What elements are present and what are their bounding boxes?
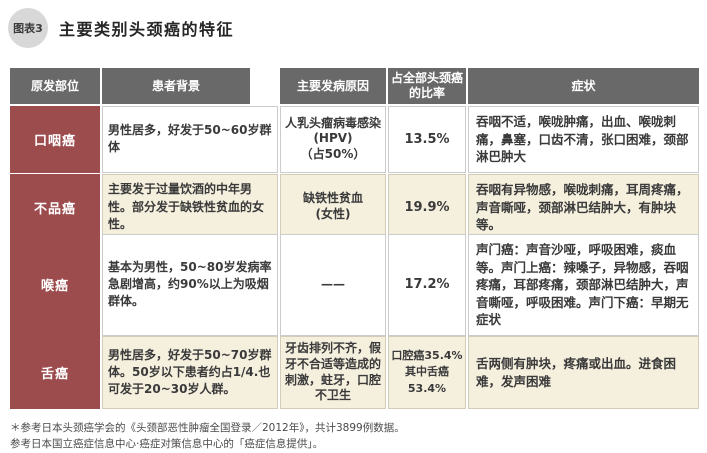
ratio-cell: 19.9% bbox=[388, 174, 466, 241]
ratio-cell: 13.5% bbox=[388, 106, 466, 173]
footnotes: ＊参考日本头颈癌学会的《头颈部恶性肿瘤全国登录／2012年》，共计3899例数据… bbox=[10, 420, 707, 453]
header-main-cause: 主要发病原因 bbox=[280, 68, 386, 104]
patient-background-cell: 男性居多，好发于50~70岁群体。50岁以下患者约占1/4.也可发于20~30岁… bbox=[102, 336, 278, 410]
site-cell: 舌癌 bbox=[10, 336, 100, 410]
main-cause-cell: —— bbox=[280, 234, 386, 336]
footnote-reference-line: 参考日本国立癌症信息中心·癌症对策信息中心的「癌症信息提供」。 bbox=[10, 438, 324, 451]
symptoms-cell: 声门癌：声音沙哑，呼吸困难，痰血等。声门上癌：辣嗓子，异物感，吞咽疼痛，耳部疼痛… bbox=[468, 234, 699, 336]
table-row: 舌癌 男性居多，好发于50~70岁群体。50岁以下患者约占1/4.也可发于20~… bbox=[10, 336, 699, 410]
header-symptoms: 症状 bbox=[468, 68, 699, 104]
patient-background-cell: 主要发于过量饮酒的中年男性。部分发于缺铁性贫血的女性。 bbox=[102, 174, 278, 241]
cancer-characteristics-table: 原发部位 患者背景 主要发病原因 占全部头颈癌的比率 症状 口咽癌 男性居多，好… bbox=[10, 68, 699, 410]
header-site: 原发部位 bbox=[10, 68, 100, 104]
symptoms-cell: 吞咽有异物感，喉咙刺痛，耳周疼痛，声音嘶哑，颈部淋巴结肿大，有肿块等。 bbox=[468, 174, 699, 241]
symptoms-cell: 吞咽不适，喉咙肿痛，出血、喉咙刺痛，鼻塞，口齿不清，张口困难，颈部淋巴肿大 bbox=[468, 106, 699, 173]
footnote-source-line: ＊参考日本头颈癌学会的《头颈部恶性肿瘤全国登录／2012年》，共计3899例数据… bbox=[10, 422, 405, 434]
table-header-row: 原发部位 患者背景 主要发病原因 占全部头颈癌的比率 症状 bbox=[10, 68, 699, 104]
site-cell: 不品癌 bbox=[10, 174, 100, 241]
main-cause-cell: 牙齿排列不齐，假牙不合适等造成的刺激，蛀牙，口腔不卫生 bbox=[280, 336, 386, 410]
ratio-cell: 口腔癌35.4% 其中舌癌53.4% bbox=[388, 336, 466, 410]
header-patient-background: 患者背景 bbox=[102, 68, 250, 104]
table-row: 不品癌 主要发于过量饮酒的中年男性。部分发于缺铁性贫血的女性。 缺铁性贫血 (女… bbox=[10, 174, 699, 241]
main-cause-cell: 人乳头瘤病毒感染 (HPV) （占50%） bbox=[280, 106, 386, 173]
figure-number-badge: 图表3 bbox=[8, 8, 48, 48]
patient-background-cell: 男性居多，好发于50~60岁群体 bbox=[102, 106, 278, 173]
table-row: 喉癌 基本为男性，50~80岁发病率急剧增高，约90%以上为吸烟群体。 —— 1… bbox=[10, 234, 699, 336]
main-cause-cell: 缺铁性贫血 (女性) bbox=[280, 174, 386, 241]
ratio-cell: 17.2% bbox=[388, 234, 466, 336]
page-title: 主要类别头颈癌的特征 bbox=[59, 20, 235, 39]
header-ratio: 占全部头颈癌的比率 bbox=[388, 68, 466, 104]
site-cell: 口咽癌 bbox=[10, 106, 100, 173]
header-spacer bbox=[252, 68, 278, 104]
table-row: 口咽癌 男性居多，好发于50~60岁群体 人乳头瘤病毒感染 (HPV) （占50… bbox=[10, 106, 699, 173]
patient-background-cell: 基本为男性，50~80岁发病率急剧增高，约90%以上为吸烟群体。 bbox=[102, 234, 278, 336]
site-cell: 喉癌 bbox=[10, 234, 100, 336]
symptoms-cell: 舌两侧有肿块，疼痛或出血。进食困难，发声困难 bbox=[468, 336, 699, 410]
figure-title-bar: 图表3 主要类别头颈癌的特征 bbox=[0, 0, 707, 48]
